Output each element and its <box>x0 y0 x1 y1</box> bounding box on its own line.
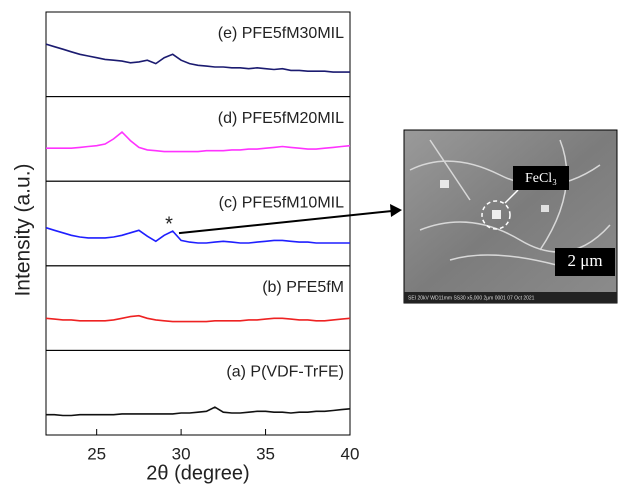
x-tick-label: 30 <box>172 444 191 463</box>
xrd-line <box>45 43 350 73</box>
panel-frame <box>45 349 351 436</box>
label-pointer <box>504 189 519 204</box>
x-axis-label: 2θ (degree) <box>146 462 249 484</box>
panel-label: (d) PFE5fM20MIL <box>218 110 344 127</box>
inset-label: FeCl₃ <box>525 171 557 186</box>
sem-crystal <box>440 180 449 188</box>
highlight-circle <box>481 200 511 230</box>
info-text: SEI 20kV WD11mm SS30 x5,000 2μm 0001 07 … <box>408 295 535 301</box>
xrd-line <box>45 226 350 244</box>
scale-box <box>555 248 615 276</box>
x-tick-label: 40 <box>341 444 360 463</box>
sem-crystal <box>492 210 501 219</box>
panel-label: (a) P(VDF-TrFE) <box>226 364 344 381</box>
x-tick-label: 25 <box>87 444 106 463</box>
scale-bar-label: 2 μm <box>567 251 602 270</box>
label-box <box>513 166 569 190</box>
info-bar <box>404 292 617 303</box>
peak-annotation: * <box>165 213 173 235</box>
xrd-line <box>45 314 351 323</box>
arrow-shaft <box>178 210 393 235</box>
sem-inset: FeCl₃ 2 μm SEI 20kV WD11mm SS30 x5,000 2… <box>403 129 618 304</box>
xrd-line <box>46 406 351 417</box>
sem-texture <box>409 139 611 276</box>
panel-label: (e) PFE5fM30MIL <box>218 25 344 42</box>
xrd-line <box>46 131 351 153</box>
sem-crystal <box>541 205 549 212</box>
panel-label: (c) PFE5fM10MIL <box>219 194 344 211</box>
arrow-head <box>390 204 402 217</box>
y-axis-label: Intensity (a.u.) <box>12 163 35 296</box>
x-tick-label: 35 <box>256 444 275 463</box>
panel-label: (b) PFE5fM <box>262 279 344 296</box>
